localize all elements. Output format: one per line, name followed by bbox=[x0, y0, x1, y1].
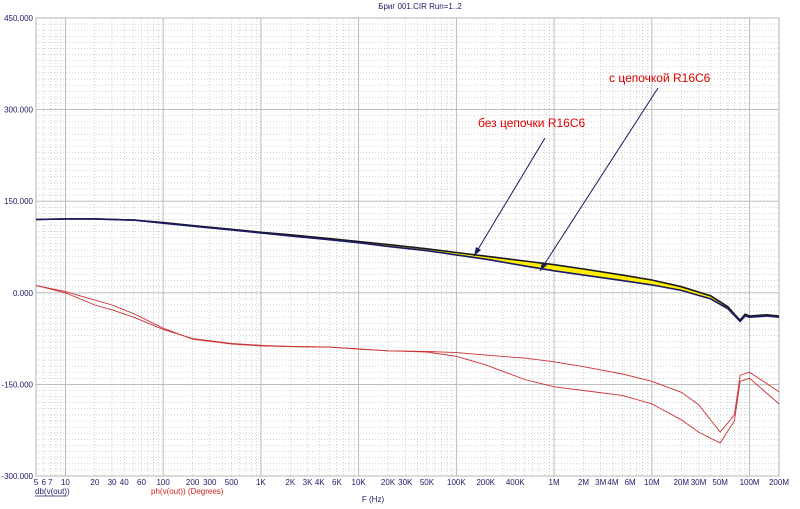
annotation-arrowhead-without bbox=[474, 247, 481, 256]
x-tick-label: 10 bbox=[61, 478, 70, 487]
x-tick-label: 20K bbox=[381, 478, 396, 487]
x-tick-label: 6 bbox=[42, 478, 47, 487]
phase-curve-run2 bbox=[35, 285, 780, 444]
x-tick-label: 200 bbox=[186, 478, 200, 487]
x-tick-label: 100 bbox=[156, 478, 170, 487]
x-axis-label: F (Hz) bbox=[362, 495, 385, 504]
x-axis-ticks: 5 6 7 10 20 30 40 60 100 200 300 500 1K 2K 3K 4K 6K 10K 20… bbox=[34, 478, 790, 487]
x-tick-label: 30M bbox=[691, 478, 707, 487]
annotation-with-chain: с цепочкой R16C6 bbox=[609, 71, 711, 85]
annotation-arrow-without bbox=[473, 137, 546, 257]
x-tick-label: 50M bbox=[712, 478, 728, 487]
x-tick-label: 100K bbox=[447, 478, 466, 487]
y-tick-label: 450.000 bbox=[4, 14, 33, 23]
x-tick-label: 400K bbox=[506, 478, 525, 487]
x-tick-label: 20 bbox=[90, 478, 99, 487]
x-tick-label: 30K bbox=[398, 478, 413, 487]
gain-curve-run2 bbox=[35, 218, 780, 323]
x-tick-label: 20M bbox=[673, 478, 689, 487]
phase-curve-run1 bbox=[35, 285, 780, 433]
x-tick-label: 50K bbox=[420, 478, 435, 487]
plot-series bbox=[35, 218, 780, 444]
y-tick-label: 0.000 bbox=[13, 289, 34, 298]
y-tick-label: -300.000 bbox=[1, 472, 33, 481]
y-tick-label: -150.000 bbox=[1, 380, 33, 389]
x-tick-label: 5 bbox=[34, 478, 39, 487]
annotations: без цепочки R16C6 с цепочкой R16C6 bbox=[473, 71, 711, 272]
x-tick-label: 1M bbox=[549, 478, 560, 487]
x-tick-label: 100M bbox=[740, 478, 760, 487]
x-tick-label: 2M bbox=[578, 478, 589, 487]
grid bbox=[35, 17, 780, 477]
x-tick-label: 40 bbox=[120, 478, 129, 487]
x-tick-label: 300 bbox=[203, 478, 217, 487]
x-tick-label: 3K bbox=[303, 478, 313, 487]
annotation-arrow-with bbox=[539, 87, 659, 272]
x-tick-label: 2K bbox=[285, 478, 295, 487]
x-tick-label: 4K bbox=[315, 478, 325, 487]
annotation-arrowhead-with bbox=[540, 262, 547, 271]
x-tick-label: 1K bbox=[256, 478, 266, 487]
x-tick-label: 10K bbox=[352, 478, 367, 487]
y-tick-label: 150.000 bbox=[4, 197, 33, 206]
x-tick-label: 200M bbox=[769, 478, 789, 487]
x-tick-label: 30 bbox=[108, 478, 117, 487]
chart-title: Бриг 001.CIR Run=1..2 bbox=[378, 2, 462, 11]
x-tick-label: 7 bbox=[48, 478, 53, 487]
legend-phase: ph(v(out)) (Degrees) bbox=[151, 487, 224, 496]
x-tick-label: 4M bbox=[607, 478, 618, 487]
x-tick-label: 6M bbox=[625, 478, 636, 487]
y-tick-label: 300.000 bbox=[4, 106, 33, 115]
x-tick-label: 200K bbox=[476, 478, 495, 487]
x-tick-label: 10M bbox=[644, 478, 660, 487]
x-tick-label: 60 bbox=[137, 478, 146, 487]
legend-gain: db(v(out)) bbox=[35, 487, 70, 496]
x-tick-label: 500 bbox=[225, 478, 239, 487]
annotation-without-chain: без цепочки R16C6 bbox=[478, 116, 586, 130]
x-tick-label: 3M bbox=[595, 478, 606, 487]
y-axis-ticks: -300.000 -150.000 0.000 150.000 300.000 450.0… bbox=[1, 14, 33, 481]
x-tick-label: 6K bbox=[332, 478, 342, 487]
